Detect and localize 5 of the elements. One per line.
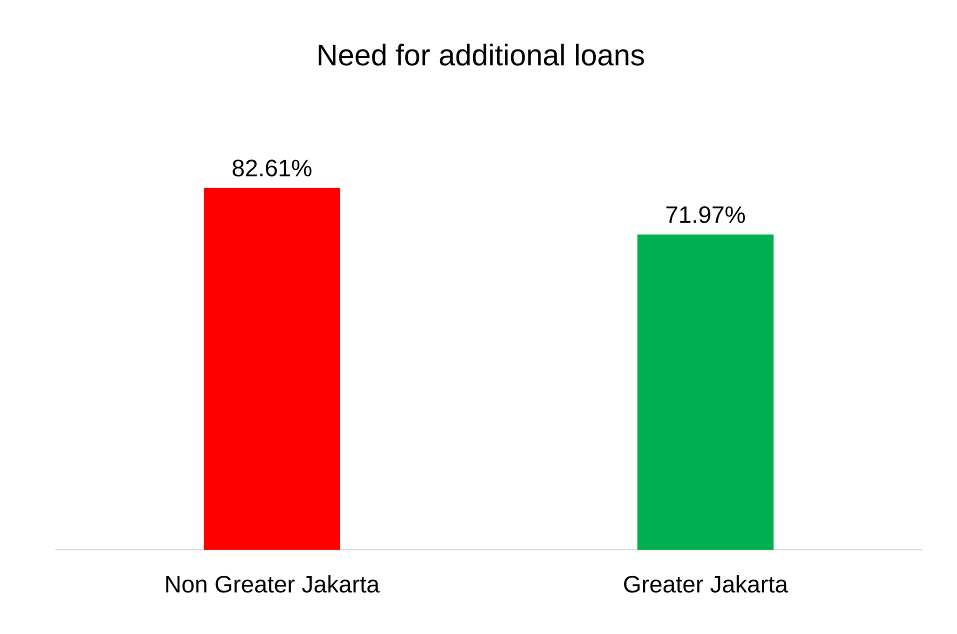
chart-title: Need for additional loans <box>318 44 644 66</box>
x-tick-label: Greater Jakarta <box>624 575 788 592</box>
data-label: 71.97% <box>666 206 745 223</box>
data-label: 82.61% <box>232 159 312 176</box>
x-tick-label: Non Greater Jakarta <box>166 575 380 592</box>
